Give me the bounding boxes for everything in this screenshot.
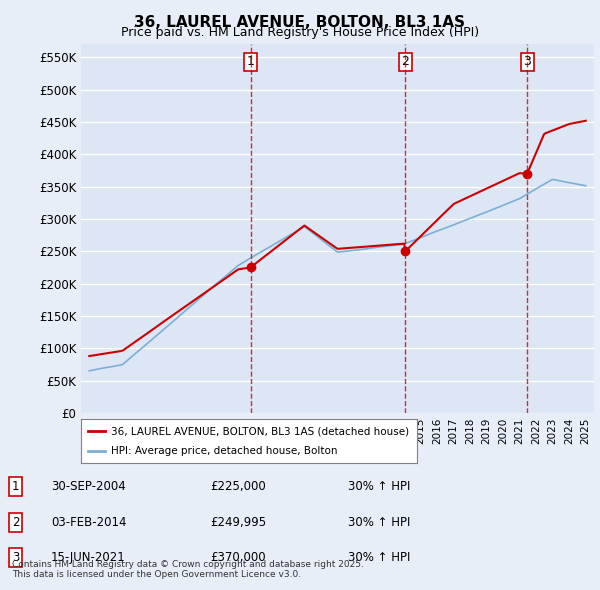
Text: 3: 3 [12,551,19,564]
Text: 2: 2 [12,516,19,529]
Text: 30% ↑ HPI: 30% ↑ HPI [348,516,410,529]
Text: 15-JUN-2021: 15-JUN-2021 [51,551,126,564]
Text: 30% ↑ HPI: 30% ↑ HPI [348,480,410,493]
Text: 30-SEP-2004: 30-SEP-2004 [51,480,126,493]
Text: 1: 1 [12,480,19,493]
Text: 36, LAUREL AVENUE, BOLTON, BL3 1AS (detached house): 36, LAUREL AVENUE, BOLTON, BL3 1AS (deta… [111,427,409,436]
Text: £249,995: £249,995 [210,516,266,529]
Text: 3: 3 [523,55,531,68]
Text: 1: 1 [247,55,254,68]
Text: 2: 2 [401,55,409,68]
Text: HPI: Average price, detached house, Bolton: HPI: Average price, detached house, Bolt… [111,446,338,455]
Text: 30% ↑ HPI: 30% ↑ HPI [348,551,410,564]
Text: 03-FEB-2014: 03-FEB-2014 [51,516,127,529]
Text: £225,000: £225,000 [210,480,266,493]
Text: £370,000: £370,000 [210,551,266,564]
Text: Price paid vs. HM Land Registry's House Price Index (HPI): Price paid vs. HM Land Registry's House … [121,26,479,39]
Text: 36, LAUREL AVENUE, BOLTON, BL3 1AS: 36, LAUREL AVENUE, BOLTON, BL3 1AS [134,15,466,30]
Text: Contains HM Land Registry data © Crown copyright and database right 2025.
This d: Contains HM Land Registry data © Crown c… [12,560,364,579]
